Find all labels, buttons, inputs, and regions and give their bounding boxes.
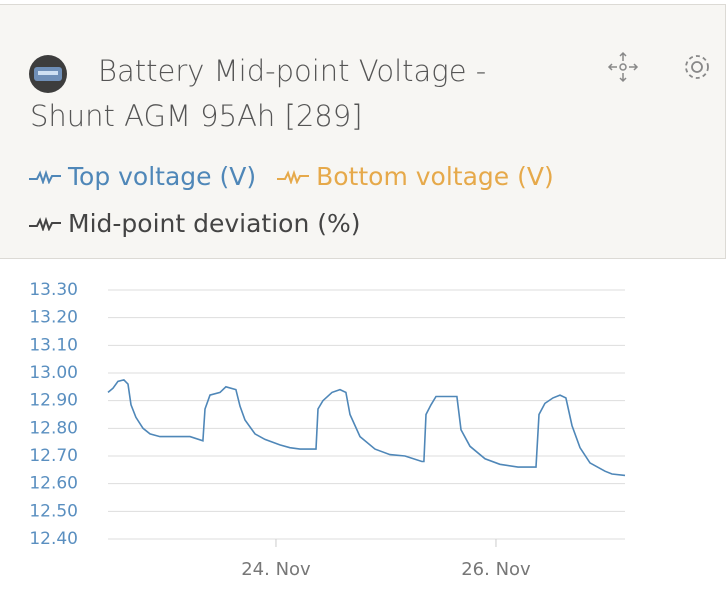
- data-line: [107, 379, 626, 477]
- legend-swatch: [277, 169, 310, 184]
- legend-swatch: [29, 169, 61, 184]
- y-tick-label: 12.40: [29, 529, 78, 549]
- legend-icon: [277, 169, 310, 184]
- y-tick-label: 13.30: [29, 280, 78, 300]
- y-tick-label: 12.90: [29, 391, 78, 411]
- device-icon: [29, 55, 67, 93]
- settings-button[interactable]: [685, 55, 709, 79]
- legend-item[interactable]: Mid-point deviation (%): [28, 200, 361, 247]
- legend-icon: [29, 216, 61, 231]
- y-tick-label: 12.70: [29, 446, 78, 466]
- legend-swatch: [29, 216, 61, 231]
- x-tick-label: 26. Nov: [461, 559, 531, 580]
- toolbar: [607, 51, 709, 83]
- widget-header: Battery Mid-point Voltage - Shunt AGM 95…: [0, 4, 726, 259]
- x-tick-label: 24. Nov: [241, 559, 311, 580]
- y-tick-label: 13.10: [29, 335, 78, 355]
- legend-icon: [29, 169, 61, 184]
- widget-title: Battery Mid-point Voltage - Shunt AGM 95…: [30, 54, 487, 133]
- legend-item[interactable]: Top voltage (V): [28, 153, 256, 200]
- y-tick-label: 12.60: [29, 474, 78, 494]
- y-tick-label: 12.50: [29, 501, 78, 521]
- legend-label: Bottom voltage (V): [316, 162, 554, 191]
- chart: 12.40 12.50 12.60 12.70 12.80 12.90 13.00 13.10…: [29, 280, 626, 580]
- legend-item[interactable]: Bottom voltage (V): [276, 153, 554, 200]
- y-tick-label: 13.00: [29, 363, 78, 383]
- y-tick-label: 13.20: [29, 308, 78, 328]
- legend-label: Mid-point deviation (%): [68, 209, 361, 238]
- legend-label: Top voltage (V): [68, 162, 257, 191]
- legend: Top voltage (V) Bottom voltage (V) Mid-poi…: [28, 153, 618, 247]
- y-tick-label: 12.80: [29, 418, 78, 438]
- move-button[interactable]: [607, 51, 639, 83]
